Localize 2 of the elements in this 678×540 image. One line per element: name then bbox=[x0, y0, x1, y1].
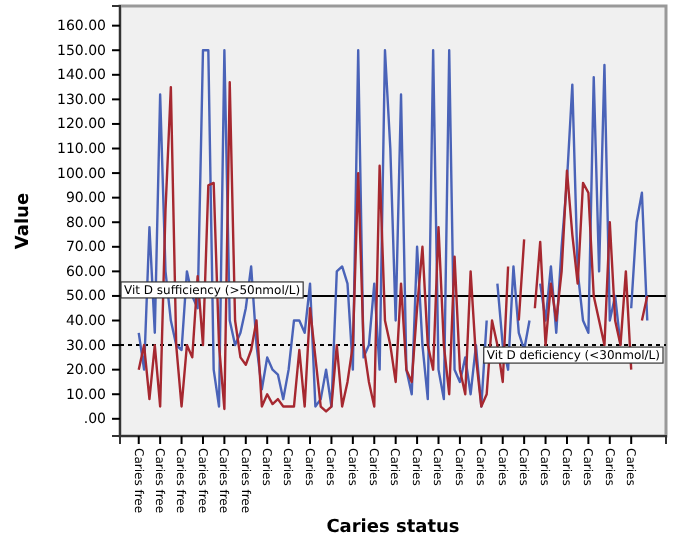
y-axis-title: Value bbox=[14, 192, 34, 250]
x-axis-title: Caries status bbox=[326, 518, 460, 538]
